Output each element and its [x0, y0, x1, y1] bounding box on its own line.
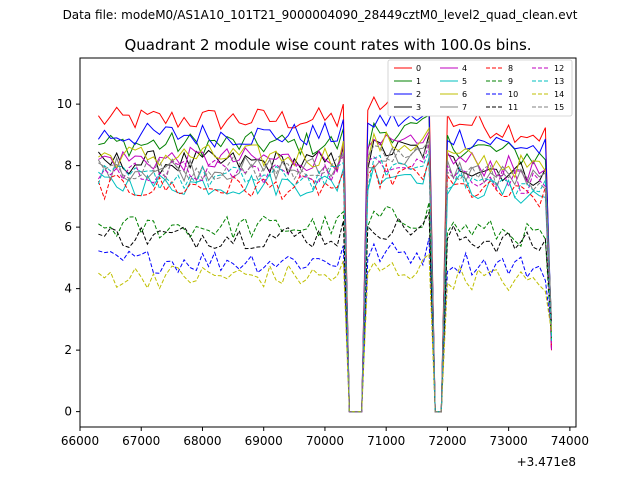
series-layer [97, 87, 552, 413]
series-line-0 [97, 87, 552, 413]
legend-label: 14 [554, 90, 564, 99]
legend-label: 3 [416, 103, 421, 112]
series-line-15 [97, 141, 552, 413]
series-line-12 [97, 144, 552, 413]
axes-frame [79, 57, 577, 428]
series-line-14 [98, 253, 552, 413]
legend-label: 5 [462, 77, 467, 86]
x-tick-label: 73000 [490, 434, 528, 448]
legend-label: 8 [508, 64, 513, 73]
y-tick-label: 10 [57, 97, 72, 111]
y-tick-label: 4 [64, 282, 72, 296]
legend-label: 9 [508, 77, 513, 86]
legend-label: 2 [416, 90, 421, 99]
legend-label: 15 [554, 103, 564, 112]
x-tick-label: 70000 [306, 434, 344, 448]
legend-label: 10 [508, 90, 518, 99]
series-line-8 [97, 160, 552, 413]
chart-title: Quadrant 2 module wise count rates with … [124, 36, 531, 54]
legend-label: 4 [462, 64, 467, 73]
series-line-6 [98, 126, 552, 413]
series-line-5 [98, 157, 552, 413]
x-tick-label: 72000 [428, 434, 466, 448]
x-tick-label: 66000 [61, 434, 99, 448]
series-line-4 [98, 129, 552, 413]
legend-box [387, 59, 573, 117]
x-tick-label: 71000 [367, 434, 405, 448]
x-tick-label: 67000 [122, 434, 160, 448]
legend-label: 11 [508, 103, 518, 112]
series-line-13 [97, 150, 552, 413]
legend-label: 6 [462, 90, 467, 99]
series-line-2 [97, 103, 552, 413]
series-line-1 [98, 114, 552, 413]
legend-label: 1 [416, 77, 421, 86]
legend-label: 12 [554, 64, 564, 73]
y-tick-label: 8 [64, 159, 72, 173]
x-tick-label: 68000 [183, 434, 221, 448]
legend-label: 7 [462, 103, 467, 112]
x-axis: 66000 67000 68000 69000 70000 71000 72000 73000… [61, 427, 589, 448]
series-line-9 [98, 202, 552, 413]
x-offset-label: +3.471e8 [517, 455, 576, 469]
x-tick-label: 69000 [245, 434, 283, 448]
series-line-11 [98, 211, 552, 413]
y-tick-label: 6 [64, 220, 72, 234]
series-line-10 [98, 237, 552, 413]
y-axis: 0 2 4 6 8 10 [57, 97, 80, 419]
data-file-header: Data file: modeM0/AS1A10_101T21_90000040… [62, 8, 578, 22]
legend-label: 13 [554, 77, 564, 86]
legend-label: 0 [416, 64, 421, 73]
x-tick-label: 74000 [551, 434, 589, 448]
y-tick-label: 0 [64, 405, 72, 419]
y-tick-label: 2 [64, 343, 72, 357]
